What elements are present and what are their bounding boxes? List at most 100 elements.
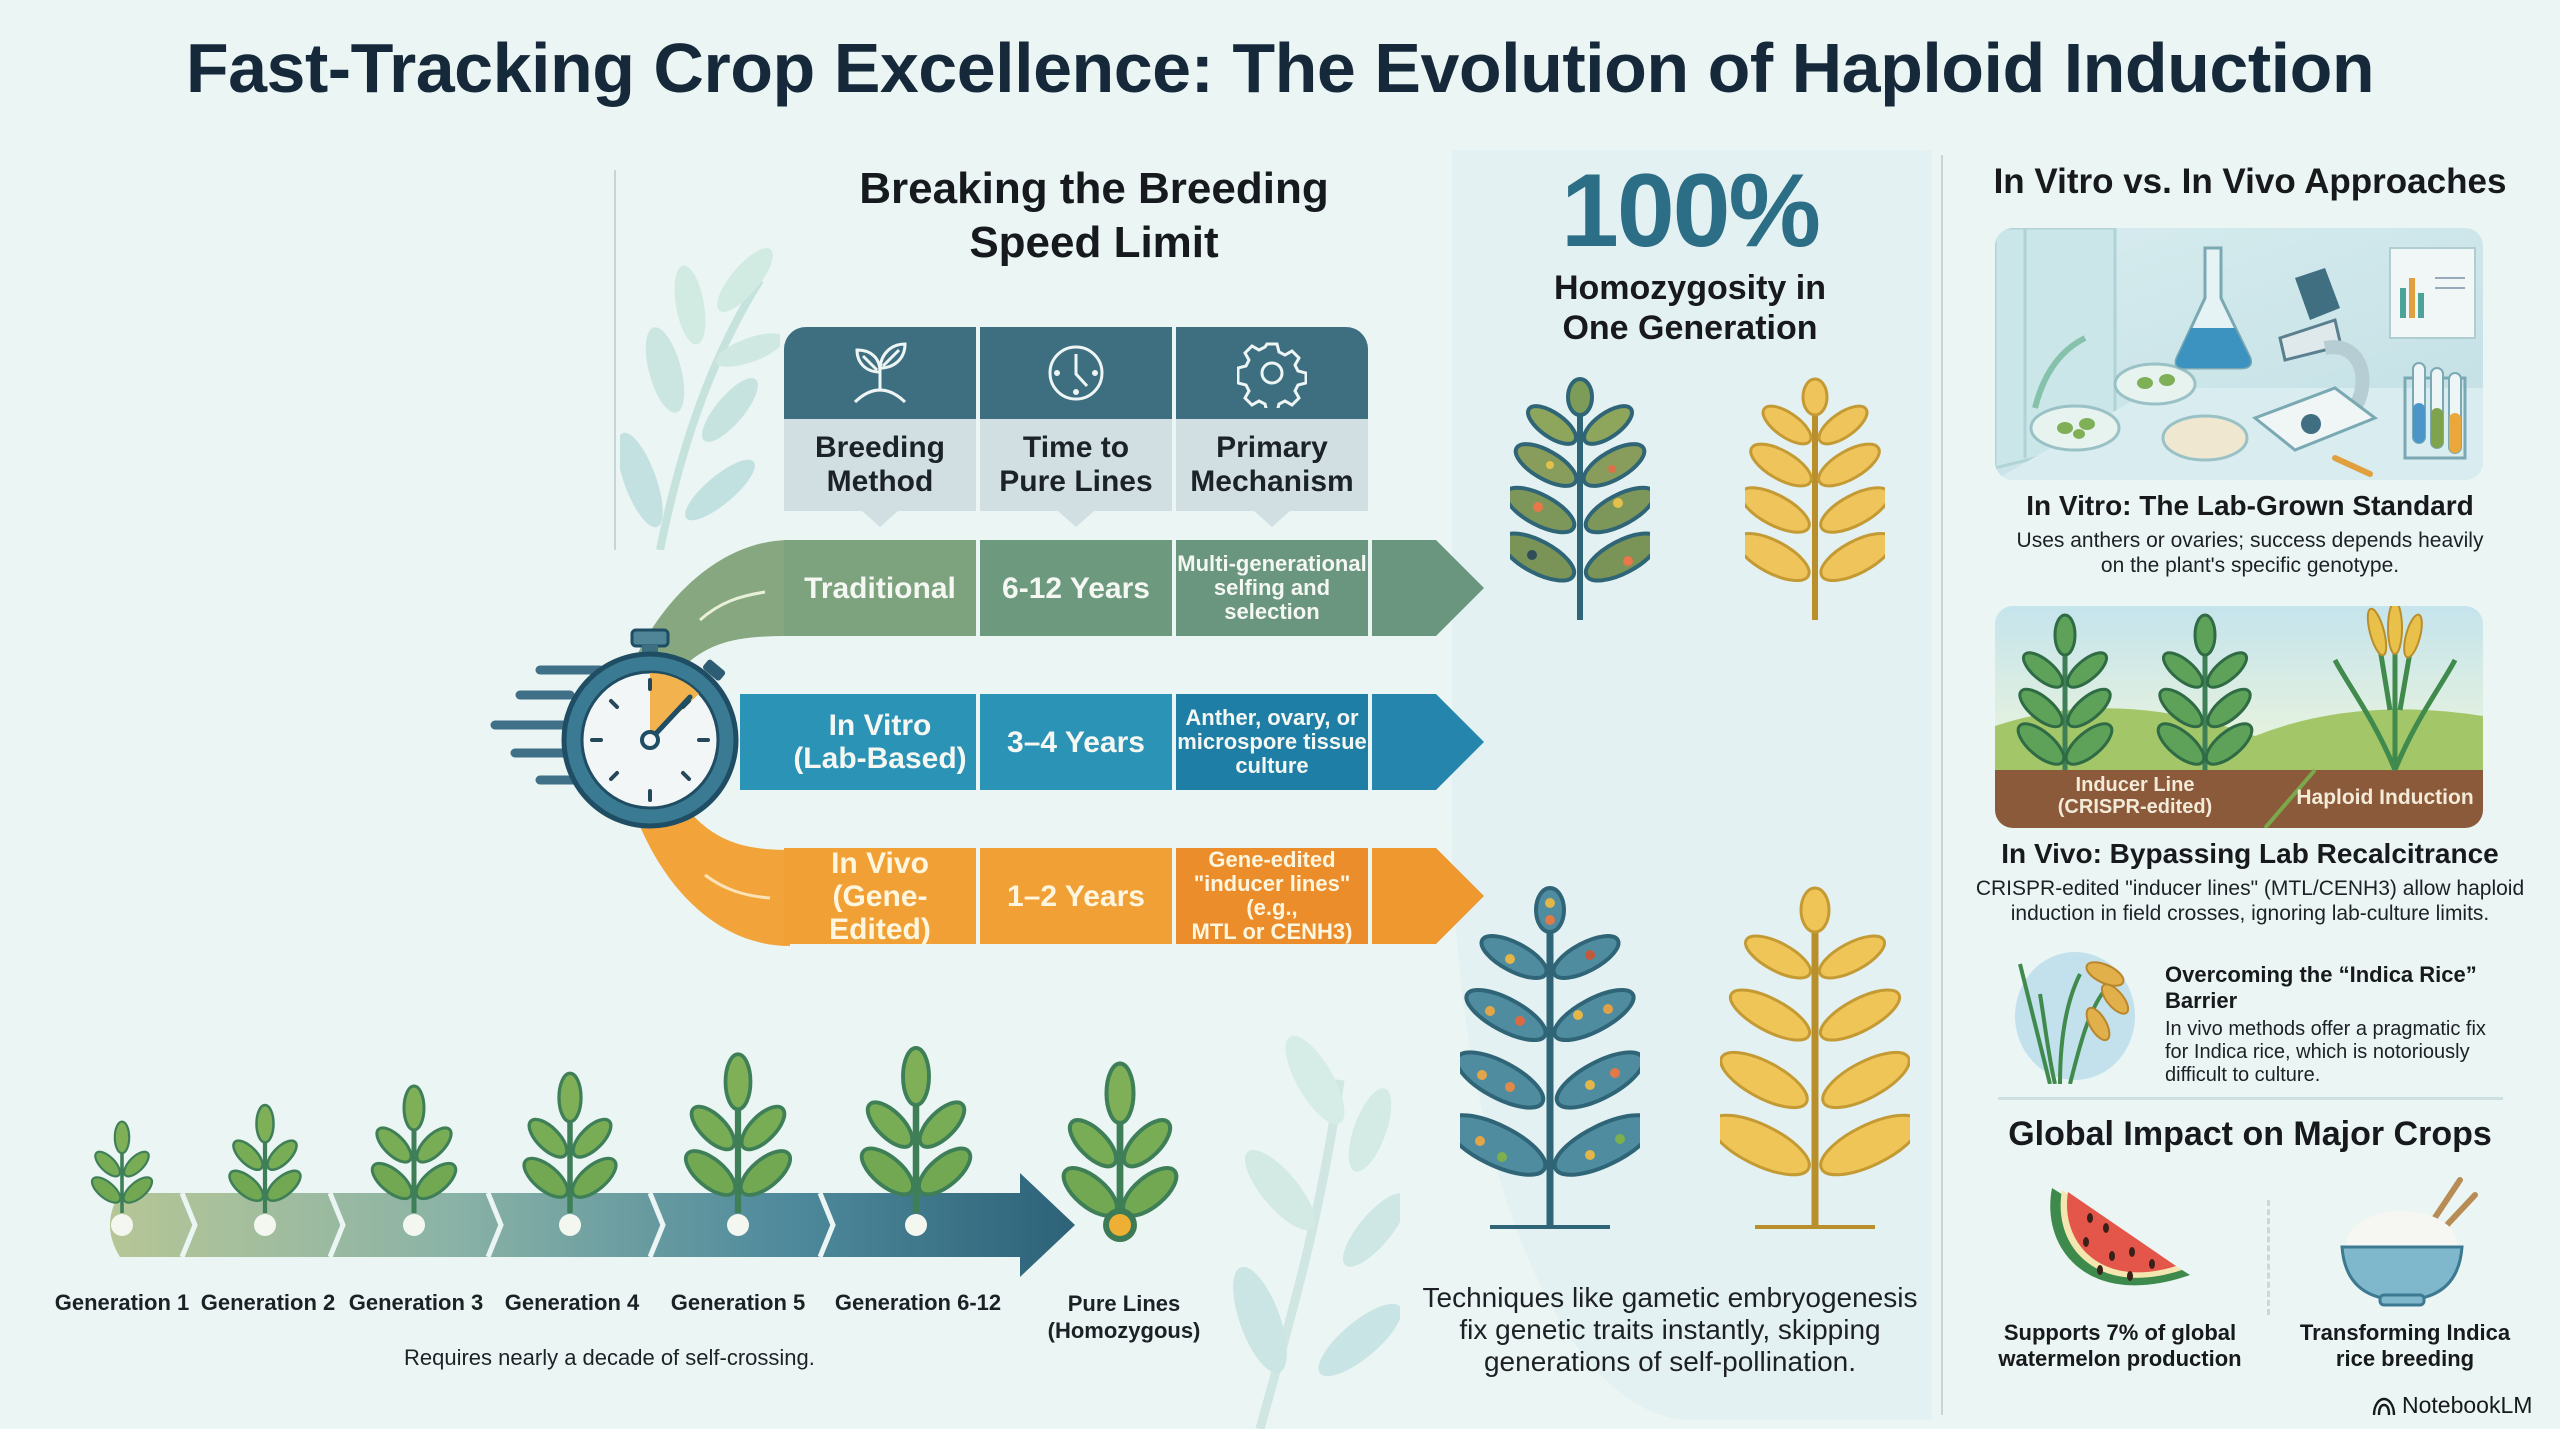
clock-icon (1048, 345, 1104, 401)
caption-line: Supports 7% of global (2003, 1320, 2237, 1345)
desc-line: In vivo methods offer a pragmatic fix (2165, 1018, 2486, 1040)
method-text: (Gene-Edited) (829, 879, 931, 946)
decorative-leaf-icon (1233, 1035, 1400, 1429)
column-header-breeding-method: Breeding Method (784, 327, 976, 511)
note-line: Techniques like gametic embryogenesis (1422, 1282, 1918, 1313)
divider-right (1941, 155, 1943, 1415)
homozygosity-stat-value: 100% (1561, 153, 1821, 269)
column-label-line: Breeding (814, 431, 946, 464)
stat-caption-line: One Generation (1562, 309, 1818, 347)
rice-bowl-icon (2340, 1177, 2478, 1307)
generation-label: Generation 4 (504, 1290, 640, 1315)
impact-divider (1998, 1097, 2503, 1100)
row-arrow (1372, 540, 1484, 636)
homozygous-gold-plant-large-icon (1720, 886, 1910, 1229)
impact-title: Global Impact on Major Crops (2008, 1115, 2492, 1153)
mechanism-text: selection (1224, 599, 1320, 624)
generation-label: Generation 2 (200, 1290, 336, 1315)
pure-lines-label: Pure Lines (Homozygous) (1048, 1290, 1201, 1344)
desc-line: for Indica rice, which is notoriously (2165, 1041, 2470, 1063)
comparison-table-header: Breeding Method Time to Pure Lines Primary… (784, 327, 1368, 511)
impact-column-divider (2267, 1200, 2270, 1315)
desc-line: Uses anthers or ovaries; success depends… (2016, 529, 2484, 552)
method-cell: In Vivo (Gene-Edited) (784, 846, 976, 946)
mechanism-text: "inducer lines" (e.g., (1193, 871, 1351, 920)
desc-line: induction in field crosses, ignoring lab… (2010, 902, 2490, 925)
column-label-line: Mechanism (1190, 465, 1354, 498)
generation-label: Generation 6-12 (834, 1290, 1002, 1315)
indica-description: In vivo methods offer a pragmatic fix fo… (2165, 1018, 2545, 1087)
caption-line: rice breeding (2335, 1346, 2475, 1371)
in-vitro-heading: In Vitro: The Lab-Grown Standard (2026, 490, 2474, 521)
inducer-line-label: Inducer Line (CRISPR-edited) (2035, 774, 2235, 818)
traditional-track-curve (630, 540, 790, 670)
table-row-in-vivo: In Vivo (Gene-Edited) 1–2 Years Gene-edit… (784, 846, 1484, 946)
indica-rice-icon (2015, 952, 2135, 1084)
decorative-leaf-icon (620, 248, 780, 550)
timeline-caption: Requires nearly a decade of self-crossin… (404, 1345, 815, 1370)
notebooklm-logo-icon (2372, 1397, 2396, 1415)
stat-background-panel (1452, 150, 1932, 1420)
desc-line: on the plant's specific genotype. (2100, 554, 2400, 577)
mechanism-text: Multi-generational (1177, 551, 1367, 576)
inducer-line-text: (CRISPR-edited) (2057, 796, 2213, 818)
sprout-icon (853, 342, 907, 404)
mechanism-cell: Multi-generational selfing and selection (1176, 540, 1368, 636)
table-row-in-vitro: In Vitro (Lab-Based) 3–4 Years Anther, ov… (784, 694, 1484, 790)
generation-label: Generation 5 (670, 1290, 806, 1315)
row-arrow (1372, 694, 1484, 790)
pure-lines-line: (Homozygous) (1047, 1318, 1201, 1343)
in-vitro-lab-illustration (1995, 228, 2483, 480)
divider-left (614, 170, 616, 550)
homozygosity-stat-caption: Homozygosity in One Generation (1480, 268, 1900, 348)
note-line: fix genetic traits instantly, skipping (1459, 1314, 1881, 1345)
homozygous-gold-plant-icon (1745, 377, 1885, 620)
column-header-time: Time to Pure Lines (980, 327, 1172, 511)
speed-title-line2: Speed Limit (969, 218, 1219, 267)
haploid-induction-label: Haploid Induction (2296, 786, 2474, 809)
method-text: (Lab-Based) (793, 742, 967, 775)
desc-line: CRISPR-edited "inducer lines" (MTL/CENH3… (1975, 877, 2525, 900)
mechanism-text: MTL or CENH3) (1191, 919, 1353, 944)
method-text: Traditional (804, 571, 956, 605)
indica-barrier-block: Overcoming the “Indica Rice” Barrier In … (2165, 962, 2545, 1087)
stat-caption-line: Homozygosity in (1553, 269, 1827, 307)
note-line: generations of self-pollination. (1483, 1346, 1856, 1377)
watermelon-icon (2050, 1188, 2190, 1286)
mechanism-text: selfing and (1213, 575, 1331, 600)
mechanism-cell: Gene-edited "inducer lines" (e.g., MTL or … (1176, 848, 1368, 944)
speed-section-title: Breaking the Breeding Speed Limit (784, 162, 1404, 270)
method-text: In Vivo (831, 846, 929, 880)
caption-line: Transforming Indica (2299, 1320, 2511, 1345)
desc-line: difficult to culture. (2165, 1064, 2321, 1086)
in-vitro-track-stub (740, 694, 784, 790)
mechanism-cell: Anther, ovary, or microspore tissue cultur… (1176, 694, 1368, 790)
notebooklm-branding: NotebookLM (2372, 1392, 2532, 1419)
impact-watermelon-caption: Supports 7% of global watermelon product… (1990, 1320, 2250, 1372)
indica-heading: Overcoming the “Indica Rice” Barrier (2165, 962, 2477, 1013)
branding-text: NotebookLM (2402, 1392, 2533, 1418)
heterozygous-plant-large-icon (1460, 886, 1640, 1229)
column-label-line: Time to (1022, 431, 1130, 464)
gear-icon (1237, 342, 1307, 408)
in-vivo-field-illustration: Inducer Line (CRISPR-edited) Haploid Ind… (1995, 606, 2483, 828)
column-label-line: Primary (1216, 431, 1328, 464)
speed-title-line1: Breaking the Breeding (859, 164, 1329, 213)
inducer-line-text: Inducer Line (2075, 774, 2195, 796)
time-cell: 3–4 Years (980, 694, 1172, 790)
column-label-line: Pure Lines (999, 465, 1153, 498)
row-arrow (1372, 848, 1484, 944)
generation-label: Generation 1 (54, 1290, 190, 1315)
in-vitro-description: Uses anthers or ovaries; success depends… (1960, 528, 2540, 578)
time-cell: 1–2 Years (980, 848, 1172, 944)
mechanism-text: culture (1235, 753, 1309, 778)
column-header-mechanism: Primary Mechanism (1176, 327, 1368, 511)
mechanism-text: microspore tissue (1177, 729, 1367, 754)
time-cell: 6-12 Years (980, 540, 1172, 636)
column-label-line: Method (826, 465, 934, 498)
generation-label: Generation 3 (348, 1290, 484, 1315)
method-text: In Vitro (828, 709, 932, 742)
page-title: Fast-Tracking Crop Excellence: The Evolu… (185, 29, 2375, 107)
heterozygous-plant-icon (1510, 377, 1650, 620)
table-row-traditional: Traditional 6-12 Years Multi-generationa… (784, 540, 1484, 636)
